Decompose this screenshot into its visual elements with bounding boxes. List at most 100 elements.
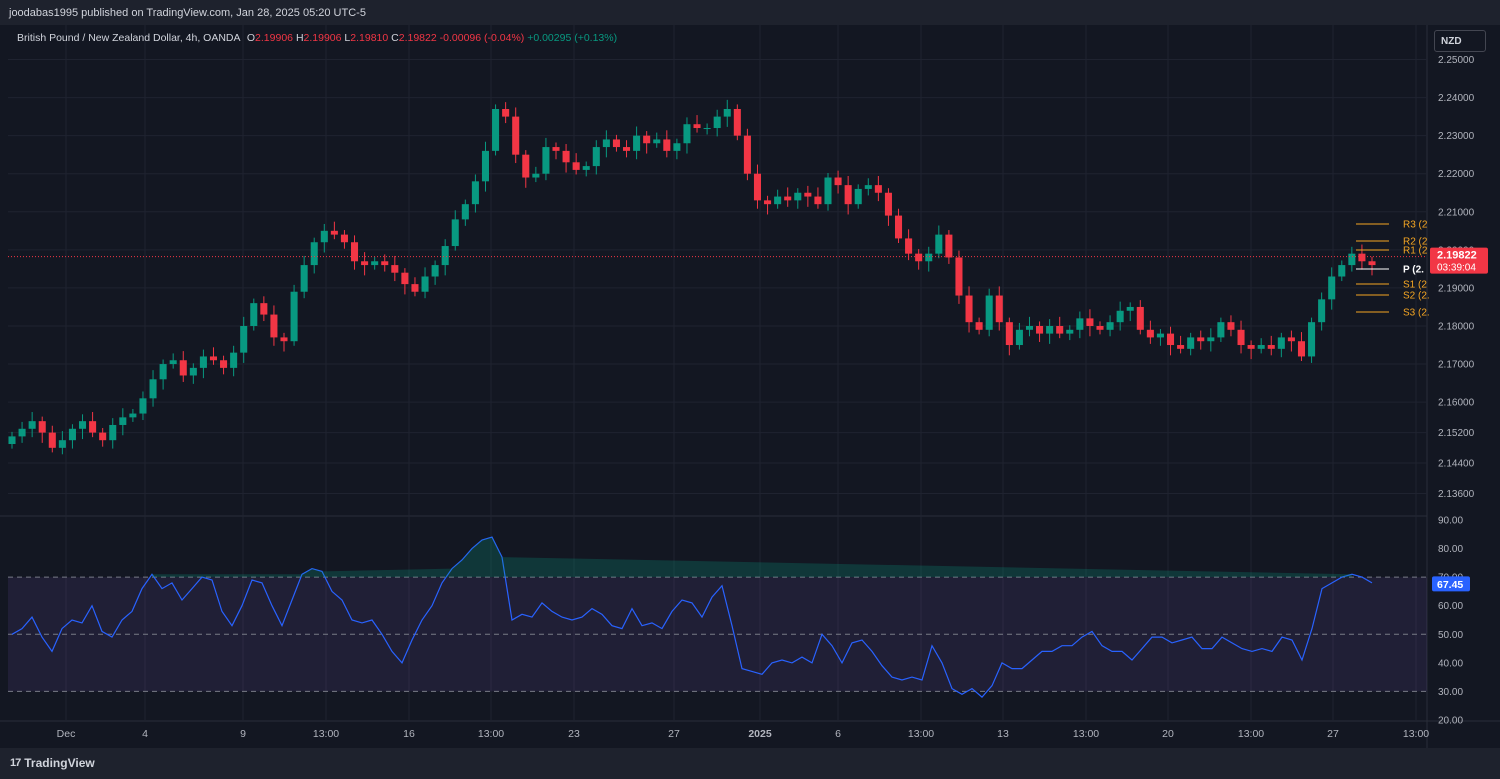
candle-body xyxy=(935,234,943,254)
candle-body xyxy=(401,272,409,285)
pivot-label: P (2. xyxy=(1403,265,1424,276)
time-tick-label: 27 xyxy=(1327,728,1339,740)
rsi-tick-label: 80.00 xyxy=(1438,544,1463,555)
candle-body xyxy=(1207,337,1215,342)
change-value: -0.00096 (-0.04%) xyxy=(439,32,525,44)
candle-body xyxy=(1338,265,1346,277)
candle-body xyxy=(1025,325,1034,330)
candle-body xyxy=(340,234,348,243)
time-tick-label: 13:00 xyxy=(478,728,504,740)
candle-body xyxy=(492,108,500,151)
candle-body xyxy=(361,261,369,266)
candle-body xyxy=(522,154,530,178)
candle-body xyxy=(1217,322,1225,338)
candle-body xyxy=(481,150,490,182)
candle-body xyxy=(844,185,852,205)
candle-body xyxy=(250,303,258,326)
candle-body xyxy=(834,177,842,186)
rsi-tick-label: 40.00 xyxy=(1438,658,1463,669)
time-tick-label: 13:00 xyxy=(1073,728,1099,740)
candle-body xyxy=(1036,325,1044,334)
time-tick-label: 23 xyxy=(568,728,580,740)
candle-body xyxy=(1267,345,1275,349)
candle-body xyxy=(1237,329,1245,346)
candle-body xyxy=(1015,329,1023,346)
candle-body xyxy=(58,440,66,448)
candle-body xyxy=(1096,325,1104,330)
pivot-label: R2 (2 xyxy=(1403,237,1428,248)
candle-body xyxy=(18,428,26,437)
price-tick-label: 2.14400 xyxy=(1438,459,1475,470)
candle-body xyxy=(542,147,550,174)
candle-body xyxy=(1227,322,1235,330)
price-tick-label: 2.19000 xyxy=(1438,283,1475,294)
candle-body xyxy=(693,124,701,129)
candle-body xyxy=(905,238,913,254)
candle-body xyxy=(1005,322,1013,346)
candle-body xyxy=(965,295,973,323)
candle-body xyxy=(743,135,751,174)
time-tick-label: 13:00 xyxy=(908,728,934,740)
candle-body xyxy=(884,192,892,216)
candle-body xyxy=(1056,325,1064,334)
candle-body xyxy=(582,166,590,170)
candle-body xyxy=(1076,318,1084,330)
candle-body xyxy=(572,162,580,170)
price-chart[interactable]: 2.250002.240002.230002.220002.210002.200… xyxy=(0,25,1500,748)
pivot-label: S3 (2. xyxy=(1403,308,1430,319)
candle-body xyxy=(562,150,570,163)
publisher-text: joodabas1995 published on TradingView.co… xyxy=(9,7,366,19)
last-price-badge xyxy=(1430,247,1488,274)
candle-body xyxy=(925,253,933,262)
candle-body xyxy=(804,192,812,197)
candle-body xyxy=(774,196,782,205)
candle-body xyxy=(753,173,762,201)
candle-body xyxy=(381,261,389,266)
price-tick-label: 2.15200 xyxy=(1438,428,1475,439)
time-tick-label: 13:00 xyxy=(1403,728,1429,740)
candle-body xyxy=(199,356,207,368)
time-tick-label: 16 xyxy=(403,728,415,740)
candle-body xyxy=(78,421,87,429)
candle-body xyxy=(653,139,661,144)
candle-body xyxy=(220,360,228,368)
candle-body xyxy=(240,325,248,353)
rsi-tick-label: 50.00 xyxy=(1438,630,1463,641)
time-tick-label: 13:00 xyxy=(1238,728,1264,740)
rsi-tick-label: 20.00 xyxy=(1438,716,1463,727)
candle-body xyxy=(451,219,459,247)
candle-body xyxy=(1368,261,1376,266)
candle-body xyxy=(592,147,600,167)
high-value: 2.19906 xyxy=(303,32,342,44)
currency-button[interactable]: NZD xyxy=(1434,30,1486,52)
close-label: C xyxy=(391,32,399,44)
candle-body xyxy=(1308,322,1316,357)
candle-body xyxy=(713,116,721,129)
candle-body xyxy=(260,303,268,315)
candle-body xyxy=(209,356,218,361)
time-tick-label: 2025 xyxy=(748,728,772,740)
pivot-label: S1 (2 xyxy=(1403,280,1427,291)
candle-body xyxy=(612,139,620,148)
rsi-value-label: 67.45 xyxy=(1437,579,1463,591)
rsi-tick-label: 60.00 xyxy=(1438,601,1463,612)
rsi-value-badge xyxy=(1432,576,1470,592)
candle-body xyxy=(1348,253,1356,266)
candle-body xyxy=(1358,253,1366,262)
candle-body xyxy=(985,295,993,330)
candle-body xyxy=(945,234,953,258)
publisher-bar: joodabas1995 published on TradingView.co… xyxy=(0,0,1500,25)
candle-body xyxy=(955,257,963,296)
candle-body xyxy=(139,398,147,414)
candle-body xyxy=(99,432,107,441)
pivot-label: S2 (2. xyxy=(1403,291,1430,302)
candle-body xyxy=(633,135,641,151)
rsi-line xyxy=(11,536,1373,698)
candle-body xyxy=(532,173,540,178)
candle-body xyxy=(1066,329,1074,334)
candle-body xyxy=(643,135,651,144)
candle-body xyxy=(48,432,56,448)
candle-body xyxy=(320,230,328,243)
candle-body xyxy=(300,265,308,292)
tradingview-brand[interactable]: 17 TradingView xyxy=(10,756,95,770)
